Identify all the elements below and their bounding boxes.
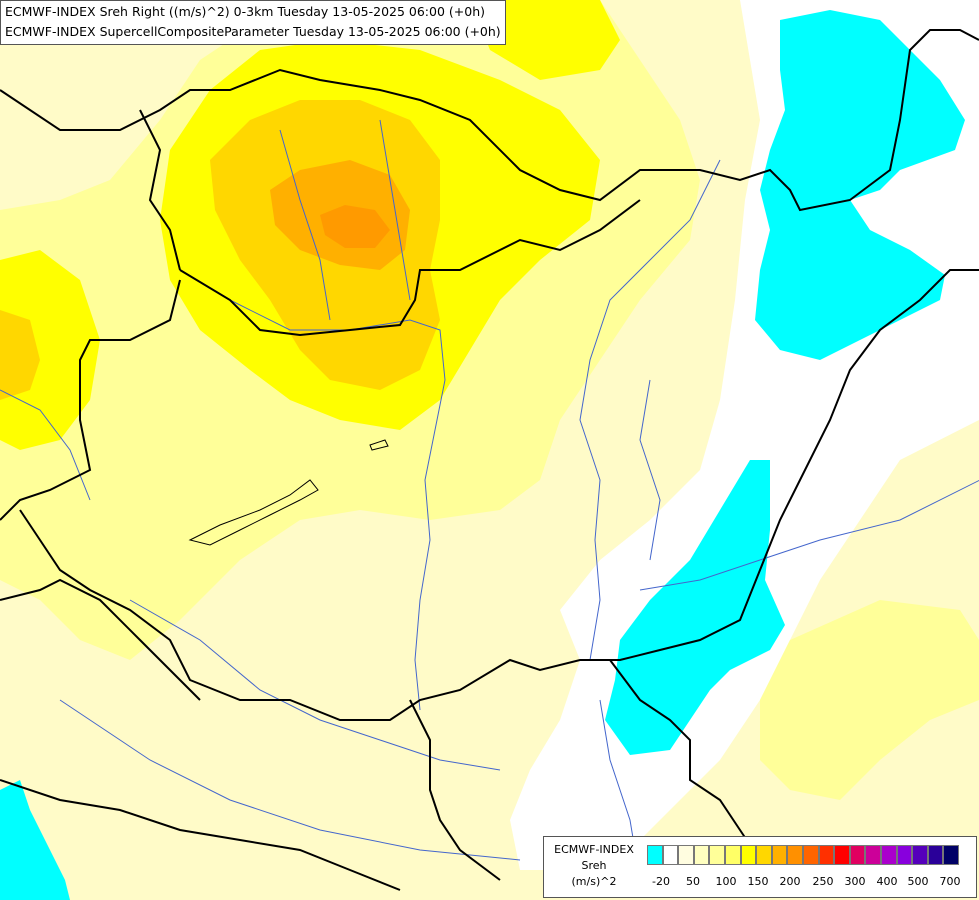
river-drava (129, 599, 501, 771)
border-serbia (409, 699, 501, 881)
map-title-box: ECMWF-INDEX Sreh Right ((m/s)^2) 0-3km T… (0, 0, 506, 45)
legend-swatch (678, 845, 694, 865)
border-hungary-west (139, 109, 181, 271)
river-sava (59, 699, 521, 861)
legend-swatch (849, 845, 866, 865)
legend-swatch (647, 845, 663, 865)
legend-swatch (834, 845, 850, 865)
legend-tick: 700 (939, 875, 961, 888)
legend-swatch (740, 845, 757, 865)
legend-swatch (927, 845, 944, 865)
river-east (639, 379, 661, 561)
map-title-line-1: ECMWF-INDEX Sreh Right ((m/s)^2) 0-3km T… (5, 4, 485, 19)
legend-tick: 50 (686, 875, 700, 888)
cyan-zone-southwest (0, 780, 70, 900)
river-mures (639, 479, 979, 591)
legend-swatches (647, 845, 959, 865)
legend-swatch (787, 845, 803, 865)
cyan-zone-north (755, 10, 965, 360)
legend-swatch (896, 845, 913, 865)
river-tisza (579, 159, 721, 661)
legend-swatch (865, 845, 881, 865)
yellow-zone-northeast (470, 0, 620, 80)
lake-balaton (188, 479, 319, 546)
legend-tick: 400 (876, 875, 898, 888)
legend-swatch (709, 845, 725, 865)
yellow-zone-west (0, 250, 100, 450)
border-bosnia (0, 779, 401, 891)
river-danube (179, 269, 446, 711)
gold-zone-west (0, 310, 40, 400)
legend-unit: (m/s)^2 (571, 875, 617, 888)
color-legend: ECMWF-INDEX Sreh (m/s)^2 -20 50 100 150 200 2… (543, 836, 977, 898)
border-slovenia (19, 269, 979, 721)
legend-tick: 300 (844, 875, 866, 888)
legend-swatch (802, 845, 819, 865)
border-austria-west (0, 279, 181, 521)
legend-swatch (818, 845, 835, 865)
legend-swatch (771, 845, 788, 865)
lake-small (369, 439, 389, 451)
border-hungary-north (179, 199, 641, 337)
legend-tick: -20 (652, 875, 670, 888)
orange-core (320, 205, 390, 248)
border-romania-south (609, 659, 761, 861)
map-title-line-2: ECMWF-INDEX SupercellCompositeParameter … (5, 24, 501, 39)
light-yellow-zone-south (760, 600, 979, 800)
legend-swatch (880, 845, 897, 865)
legend-tick: 250 (812, 875, 834, 888)
legend-swatch (912, 845, 928, 865)
legend-swatch (693, 845, 710, 865)
legend-tick: 150 (747, 875, 769, 888)
legend-title: ECMWF-INDEX (554, 843, 634, 856)
legend-tick: 100 (715, 875, 737, 888)
legend-tick: 200 (779, 875, 801, 888)
country-borders (0, 29, 979, 891)
river-vah (379, 119, 411, 301)
legend-swatch (943, 845, 959, 865)
river-north (279, 129, 331, 321)
legend-tick: 500 (907, 875, 929, 888)
border-croatia (0, 578, 201, 701)
legend-parameter: Sreh (581, 859, 607, 872)
legend-swatch (662, 845, 679, 865)
border-north (0, 29, 979, 212)
legend-swatch (724, 845, 741, 865)
cyan-zone-south (605, 460, 785, 755)
legend-swatch (756, 845, 772, 865)
